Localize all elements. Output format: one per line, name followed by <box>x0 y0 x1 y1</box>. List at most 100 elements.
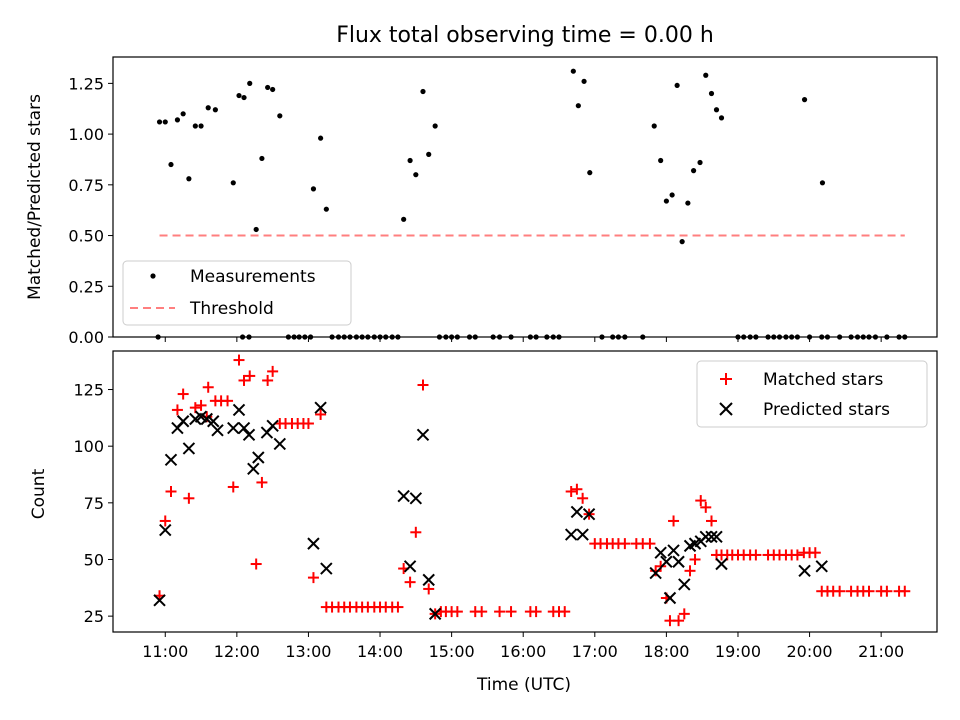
legend-matched-label: Matched stars <box>763 370 883 390</box>
matched-star-point <box>159 515 171 527</box>
matched-star-point <box>899 585 911 597</box>
measurement-point <box>310 186 317 192</box>
measurement-point <box>186 176 192 182</box>
matched-star-point <box>863 585 875 597</box>
count-y-tick-label: 75 <box>84 494 104 513</box>
ratio-axes-frame <box>112 56 938 338</box>
predicted-star-point <box>182 442 196 455</box>
predicted-star-point <box>582 507 596 521</box>
matched-star-point <box>673 615 685 627</box>
measurement-point <box>570 68 576 74</box>
ratio-legend-box <box>122 260 352 326</box>
measurement-point <box>401 216 407 222</box>
measurement-point <box>718 115 725 121</box>
predicted-star-point <box>416 428 430 442</box>
predicted-star-point <box>409 492 423 505</box>
matched-star-point <box>315 408 327 420</box>
matched-star-point <box>302 418 314 430</box>
predicted-star-point <box>710 530 723 544</box>
predicted-star-point <box>237 421 251 435</box>
count-x-tick-label: 12:00 <box>214 642 260 661</box>
predicted-star-point <box>242 428 256 442</box>
measurement-point <box>241 94 247 101</box>
matched-star-point <box>267 365 279 377</box>
predicted-star-point <box>320 562 333 575</box>
ratio-y-tick-label: 0.25 <box>68 277 104 296</box>
matched-star-point <box>238 374 250 386</box>
matched-star-point <box>233 354 245 366</box>
matched-star-point <box>695 495 707 507</box>
measurement-point <box>581 78 587 84</box>
measurement-point <box>277 113 283 119</box>
matched-star-point <box>307 572 319 584</box>
matched-star-point <box>834 585 846 597</box>
measurement-point <box>174 117 181 123</box>
predicted-star-point <box>422 573 435 587</box>
predicted-star-point <box>649 566 662 580</box>
measurement-point <box>432 123 438 129</box>
predicted-star-point <box>570 505 584 519</box>
legend-predicted-label: Predicted stars <box>763 400 890 420</box>
measurement-point <box>713 107 720 113</box>
predicted-star-point <box>247 462 260 476</box>
matched-star-point <box>417 379 429 391</box>
count-panel: 11:00 12:00 13:00 14:00 15:00 16:00 17:00 18:00… <box>29 350 938 695</box>
measurement-point <box>323 206 329 212</box>
predicted-star-point <box>266 419 279 432</box>
count-legend-box <box>696 360 928 428</box>
matched-star-point <box>476 606 488 618</box>
matched-star-point <box>183 492 195 504</box>
predicted-star-point <box>672 555 685 568</box>
measurement-point <box>212 107 218 113</box>
count-y-tick-label: 125 <box>73 381 104 400</box>
measurement-point <box>236 92 242 99</box>
count-y-tick-label: 50 <box>84 550 104 569</box>
predicted-star-point <box>705 530 718 544</box>
ratio-y-axis-label: Matched/Predicted stars <box>25 94 45 300</box>
predicted-star-point <box>678 578 691 591</box>
measurement-point <box>413 172 419 178</box>
count-x-tick-label: 15:00 <box>429 642 475 661</box>
predicted-star-point <box>397 489 410 503</box>
measurement-point <box>198 123 204 129</box>
measurement-point <box>669 192 675 198</box>
predicted-star-point <box>211 424 224 437</box>
measurement-point <box>819 180 826 186</box>
ratio-legend: Measurements Threshold <box>122 260 352 326</box>
matched-star-point <box>705 515 717 527</box>
measurement-point <box>318 135 324 141</box>
matched-star-point <box>571 483 583 495</box>
count-y-tick-label: 25 <box>84 607 104 626</box>
matched-star-point <box>262 374 274 386</box>
ratio-plot-area: 0.00 0.25 0.50 0.75 1.00 1.25 <box>68 56 938 347</box>
ratio-y-tick-label: 1.00 <box>68 125 104 144</box>
matched-star-point <box>244 370 256 382</box>
matched-star-point <box>222 395 234 407</box>
measurement-point <box>685 200 691 206</box>
measurement-point <box>259 155 265 162</box>
measurement-point <box>265 84 271 91</box>
count-plot-area: 11:00 12:00 13:00 14:00 15:00 16:00 17:00 18:00… <box>73 350 938 661</box>
legend-matched-marker <box>720 373 732 385</box>
matched-star-point <box>392 601 404 613</box>
predicted-star-point <box>660 555 673 568</box>
predicted-star-point <box>227 421 240 435</box>
count-legend: Matched stars Predicted stars <box>696 360 928 428</box>
measurement-point <box>587 170 593 176</box>
measurement-point <box>270 86 276 93</box>
matched-star-point <box>250 558 262 570</box>
matched-star-point <box>559 606 571 618</box>
predicted-star-point <box>564 528 578 541</box>
measurement-point <box>674 82 680 89</box>
predicted-star-point <box>207 415 220 428</box>
measurement-point <box>420 88 426 95</box>
predicted-star-point <box>663 591 677 605</box>
matched-star-point <box>530 606 542 618</box>
predicted-star-point <box>798 564 811 578</box>
count-x-axis-label: Time (UTC) <box>476 675 571 695</box>
matched-star-point <box>494 606 506 618</box>
predicted-star-point <box>273 437 287 451</box>
matched-star-point <box>881 585 893 597</box>
matched-star-point <box>577 492 589 504</box>
